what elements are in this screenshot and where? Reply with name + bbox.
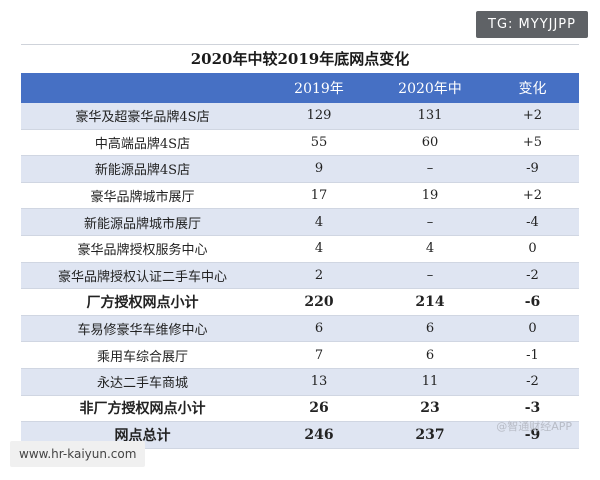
table-row: 中高端品牌4S店 55 60 +5 [21,129,579,157]
value-change: 0 [486,315,579,343]
source-watermark: @智通财经APP [496,420,572,433]
row-label: 新能源品牌4S店 [21,155,264,183]
value-2020: 11 [374,368,486,396]
value-change: -9 [486,421,579,449]
value-2019: 55 [264,129,374,157]
value-2019: 2 [264,262,374,290]
header-label [21,73,264,103]
table-title: 2020年中较2019年底网点变化 [21,44,579,73]
table-row: 豪华品牌城市展厅 17 19 +2 [21,182,579,210]
row-label: 新能源品牌城市展厅 [21,208,264,236]
value-change: +5 [486,129,579,157]
value-2020: 237 [374,421,486,449]
value-change: +2 [486,103,579,130]
value-2020: 23 [374,395,486,423]
table-row: 新能源品牌4S店 9– -9 [21,155,579,183]
value-change: -2 [486,262,579,290]
row-label: 豪华品牌授权认证二手车中心 [21,262,264,290]
value-2020: – [374,262,486,290]
table-row: 永达二手车商城 13 11 -2 [21,368,579,396]
row-label: 乘用车综合展厅 [21,341,264,369]
value-change: -3 [486,395,579,423]
value-2020: 6 [374,315,486,343]
header-2019: 2019年 [264,73,374,103]
table-row: 非厂方授权网点小计 26 23 -3 [21,395,579,423]
value-2019: 4 [264,235,374,263]
value-2019: 129 [264,103,374,130]
header-row: 2019年 2020年中 变化 [21,73,579,103]
value-2019: 9 [264,155,374,183]
value-change: -1 [486,341,579,369]
value-2019: 26 [264,395,374,423]
value-2019: 6 [264,315,374,343]
table-row: 车易修豪华车维修中心 6 6 0 [21,315,579,343]
table-row: 豪华及超豪华品牌4S店 129 131 +2 [21,103,579,130]
value-2020: 60 [374,129,486,157]
row-label: 中高端品牌4S店 [21,129,264,157]
header-change: 变化 [486,73,579,103]
value-change: -4 [486,208,579,236]
value-change: -9 [486,155,579,183]
value-2019: 7 [264,341,374,369]
table-row: 厂方授权网点小计 220 214 -6 [21,288,579,316]
table-body: 豪华及超豪华品牌4S店 129 131 +2 中高端品牌4S店 55 60 +5 新能源品牌4S… [21,103,579,449]
row-label: 豪华品牌授权服务中心 [21,235,264,263]
table-row: 乘用车综合展厅 7 6 -1 [21,341,579,369]
tg-watermark-badge: TG: MYYJJPP [476,11,588,38]
row-label: 豪华品牌城市展厅 [21,182,264,210]
header-2020: 2020年中 [374,73,486,103]
site-watermark: www.hr-kaiyun.com [10,441,146,467]
value-2020: 214 [374,288,486,316]
table-row: 新能源品牌城市展厅 4– -4 [21,208,579,236]
row-label: 厂方授权网点小计 [21,288,264,316]
value-2019: 17 [264,182,374,210]
data-table: 2019年 2020年中 变化 豪华及超豪华品牌4S店 129 131 +2 中高端品牌… [21,73,579,449]
value-2020: 131 [374,103,486,130]
value-2020: 19 [374,182,486,210]
value-2019: 246 [264,421,374,449]
table-row: 豪华品牌授权服务中心 4 4 0 [21,235,579,263]
value-change: +2 [486,182,579,210]
table-row: 豪华品牌授权认证二手车中心 2– -2 [21,262,579,290]
row-label: 车易修豪华车维修中心 [21,315,264,343]
value-change: 0 [486,235,579,263]
row-label: 非厂方授权网点小计 [21,395,264,423]
value-2019: 13 [264,368,374,396]
row-label: 豪华及超豪华品牌4S店 [21,103,264,130]
table-row: 网点总计 246 237 -9 [21,421,579,449]
value-change: -2 [486,368,579,396]
network-change-table: 2020年中较2019年底网点变化 2019年 2020年中 变化 豪华及超豪华… [21,44,579,449]
value-2020: – [374,208,486,236]
value-2019: 4 [264,208,374,236]
value-2020: – [374,155,486,183]
value-2019: 220 [264,288,374,316]
value-2020: 4 [374,235,486,263]
value-2020: 6 [374,341,486,369]
row-label: 永达二手车商城 [21,368,264,396]
value-change: -6 [486,288,579,316]
